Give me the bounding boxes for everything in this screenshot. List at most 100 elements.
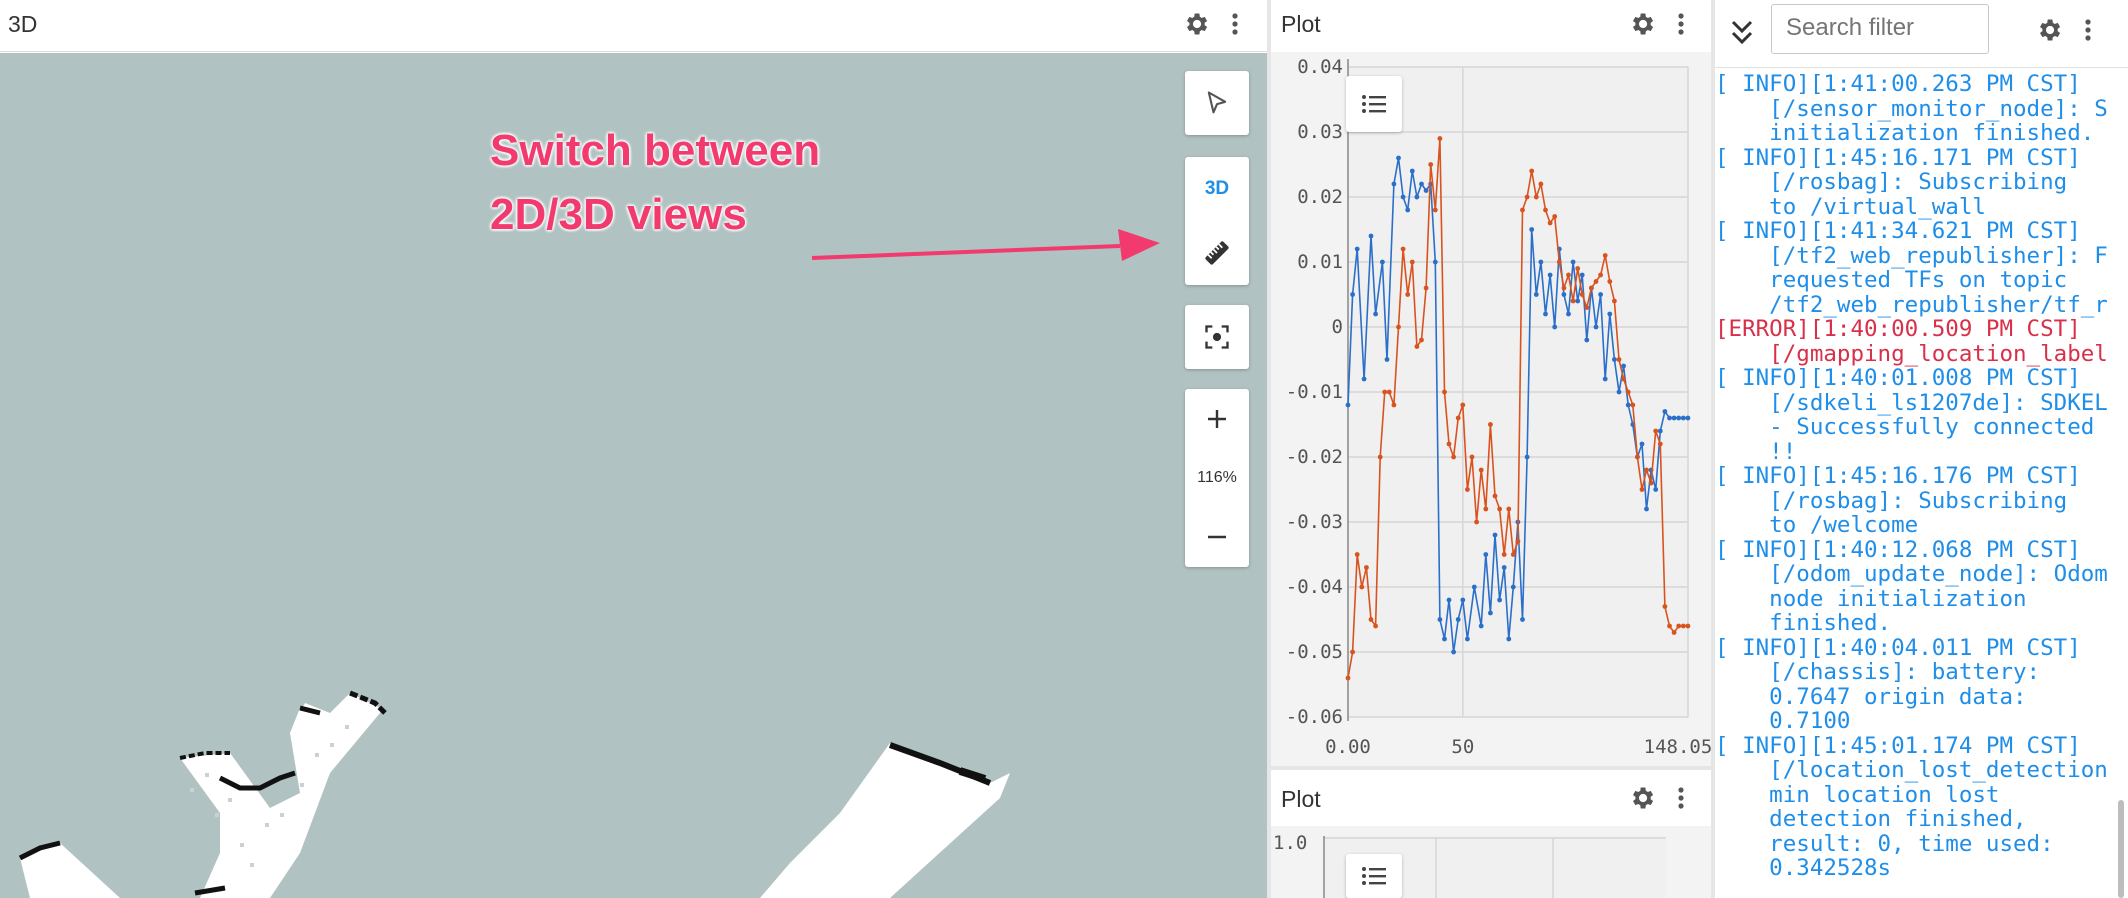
more-options-icon[interactable]: [1228, 10, 1242, 43]
gear-icon[interactable]: [1628, 10, 1656, 43]
data-point: [1354, 246, 1360, 252]
search-filter-input[interactable]: [1772, 5, 1986, 51]
data-point: [1685, 623, 1691, 629]
line-chart[interactable]: 0.04 0.03 0.02 0.01 0 -0.01 -0.02 -0.03 -0.04 -0.…: [1271, 52, 1711, 766]
y-tick-label: -0.02: [1286, 446, 1343, 468]
data-point: [1391, 402, 1397, 408]
data-point: [1391, 181, 1397, 187]
data-point: [1653, 487, 1659, 492]
data-point: [1506, 506, 1512, 512]
more-options-icon[interactable]: [1674, 10, 1688, 43]
x-tick-label: 0.00: [1325, 736, 1371, 758]
data-point: [1602, 376, 1608, 382]
panel-divider[interactable]: [1267, 0, 1271, 898]
data-point: [1400, 246, 1406, 252]
data-point: [1446, 597, 1452, 603]
scrollbar[interactable]: [2118, 800, 2124, 898]
gear-icon[interactable]: [1182, 10, 1210, 43]
data-point: [1598, 272, 1603, 278]
data-point: [1653, 428, 1659, 434]
collapse-icon[interactable]: [1729, 18, 1755, 53]
data-point: [1478, 623, 1484, 629]
data-point: [1465, 487, 1470, 492]
data-point: [1442, 636, 1447, 642]
data-point: [1584, 337, 1590, 343]
3d-viewport[interactable]: Switch between 2D/3D views 3D: [0, 53, 1267, 898]
plot-horizontal-divider[interactable]: [1271, 766, 1711, 770]
data-point: [1432, 207, 1438, 213]
log-line: 0.342528s: [1715, 855, 1892, 881]
data-point: [1662, 604, 1668, 609]
data-point: [1492, 493, 1498, 499]
legend-toggle-button[interactable]: [1346, 76, 1402, 132]
data-point: [1483, 552, 1489, 557]
panel-divider-right[interactable]: [1711, 0, 1715, 898]
data-point: [1685, 415, 1691, 421]
log-list[interactable]: [ INFO][1:41:00.263 PM CST] [/sensor_mon…: [1715, 72, 2115, 898]
data-point: [1409, 259, 1415, 265]
cursor-icon: [1207, 91, 1227, 114]
data-point: [1561, 292, 1567, 297]
log-line: [/chassis]: battery:: [1715, 659, 2041, 685]
data-point: [1442, 389, 1447, 395]
zoom-in-button[interactable]: [1185, 389, 1249, 449]
data-point: [1676, 623, 1682, 629]
log-line: !!: [1715, 438, 1797, 465]
y-tick-label: 0: [1332, 316, 1343, 338]
data-point: [1396, 324, 1401, 330]
plot-top-title: Plot: [1281, 11, 1321, 37]
data-point: [1451, 649, 1456, 655]
log-line: node initialization: [1715, 585, 2027, 612]
data-point: [1524, 194, 1530, 200]
log-line: [/sensor_monitor_node]: S: [1715, 95, 2108, 122]
log-line: 0.7647 origin data:: [1715, 683, 2027, 710]
data-point: [1354, 552, 1360, 557]
data-point: [1361, 376, 1367, 382]
zoom-out-button[interactable]: [1185, 507, 1249, 567]
gear-icon[interactable]: [2035, 16, 2063, 49]
plot-bottom-chart[interactable]: [1271, 826, 1711, 898]
data-point: [1492, 532, 1498, 538]
data-point: [1405, 207, 1411, 213]
panel-3d-header: 3D: [0, 0, 1267, 52]
y-tick-label: 0.04: [1297, 56, 1343, 78]
data-point: [1566, 272, 1571, 278]
minus-icon: [1208, 535, 1226, 539]
log-line: detection finished,: [1715, 806, 2027, 832]
log-line: [ INFO][1:45:16.171 PM CST]: [1715, 144, 2081, 171]
data-point: [1538, 181, 1544, 187]
measure-tool-button[interactable]: [1185, 221, 1249, 285]
data-point: [1625, 402, 1631, 408]
data-point: [1414, 344, 1420, 349]
data-point: [1373, 311, 1378, 317]
data-point: [1506, 636, 1512, 642]
more-options-icon[interactable]: [1674, 784, 1688, 817]
zoom-level: 116%: [1185, 449, 1249, 507]
log-line: 0.7100: [1715, 708, 1851, 734]
log-line: to /virtual_wall: [1715, 193, 1986, 220]
log-line: min location lost: [1715, 781, 2000, 808]
data-point: [1359, 584, 1365, 590]
log-line: [ INFO][1:40:04.011 PM CST]: [1715, 634, 2081, 661]
data-point: [1400, 194, 1406, 200]
legend-toggle-button[interactable]: [1346, 854, 1402, 898]
search-filter-input-box[interactable]: [1771, 4, 1989, 54]
annotation-line-2: 2D/3D views: [490, 190, 747, 239]
data-point: [1419, 181, 1424, 187]
series-line-1: [1347, 157, 1688, 653]
gear-icon[interactable]: [1628, 784, 1656, 817]
list-icon: [1362, 867, 1386, 885]
toggle-2d-3d-button[interactable]: 3D: [1185, 157, 1249, 221]
data-point: [1543, 207, 1548, 213]
select-tool-button[interactable]: [1185, 71, 1249, 135]
panel-plot-top: Plot 0.04 0.03 0.02 0.01 0 -0.01 -0.02 -0.03 -0.…: [1271, 0, 1711, 766]
y-tick-label: -0.01: [1286, 381, 1343, 403]
data-point: [1405, 292, 1411, 297]
data-point: [1593, 324, 1599, 330]
data-point: [1460, 597, 1466, 603]
data-point: [1345, 402, 1351, 408]
log-line: finished.: [1715, 610, 1892, 636]
more-options-icon[interactable]: [2081, 16, 2095, 49]
y-tick-label: 0.03: [1297, 121, 1343, 143]
focus-button[interactable]: [1185, 305, 1249, 369]
